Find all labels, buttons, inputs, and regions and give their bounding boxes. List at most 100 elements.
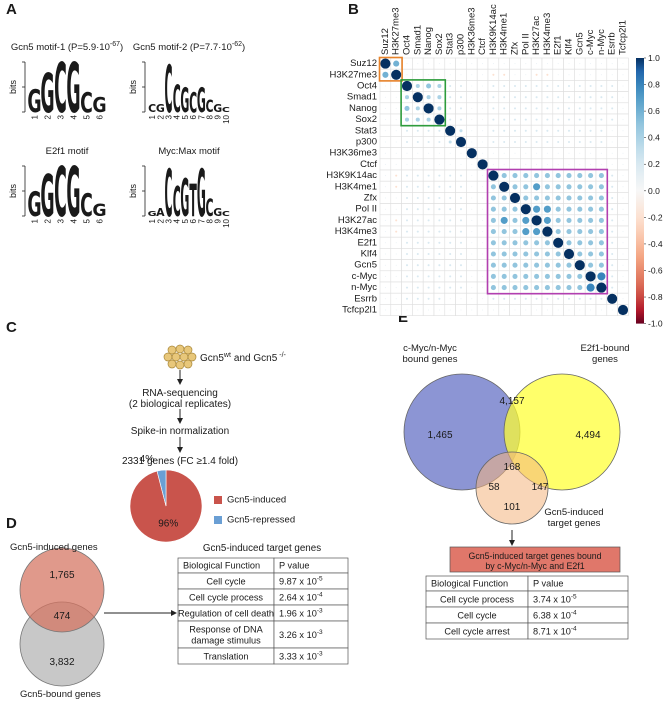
correlation-dot — [578, 96, 581, 99]
title-text: E2f1 motif — [46, 146, 89, 157]
correlation-dot — [577, 206, 583, 212]
correlation-dot — [395, 264, 397, 266]
correlation-dot — [477, 159, 488, 170]
correlation-dot — [588, 173, 594, 179]
correlation-dot — [567, 129, 571, 132]
correlation-dot — [482, 309, 484, 311]
colorbar-label: -0.2 — [648, 212, 663, 222]
correlation-dot — [384, 130, 386, 132]
column-label: H3K27ac — [531, 16, 542, 55]
correlation-dot — [611, 309, 613, 311]
correlation-dot — [546, 140, 549, 144]
correlation-dot — [449, 286, 452, 289]
p-exponent: -3 — [317, 651, 323, 658]
column-label: Ctcf — [477, 38, 488, 55]
correlation-dot — [577, 285, 583, 291]
correlation-dot — [512, 229, 518, 235]
correlation-dot — [503, 163, 505, 165]
logo-letter: G — [27, 84, 41, 120]
position-label: 6 — [189, 218, 198, 223]
correlation-dot — [509, 192, 521, 204]
correlation-dot — [384, 287, 386, 289]
correlation-dot — [534, 285, 540, 291]
logo-letter: C — [173, 179, 181, 227]
correlation-dot — [449, 96, 452, 99]
axis-label: bits — [128, 80, 138, 95]
venn-count: 168 — [504, 462, 521, 473]
correlation-dot — [405, 208, 409, 211]
correlation-dot — [622, 219, 624, 221]
column-label: H3K4me3 — [542, 13, 553, 55]
correlation-dot — [405, 230, 409, 233]
logo-letter: G — [197, 157, 206, 232]
correlation-dot — [460, 63, 462, 65]
correlation-dot — [427, 297, 430, 300]
correlation-dot — [567, 118, 571, 121]
correlation-dot — [622, 264, 624, 266]
correlation-dot — [579, 163, 581, 165]
table-cell — [273, 647, 349, 665]
position-label: 2 — [156, 114, 165, 119]
correlation-dot — [622, 275, 624, 277]
column-label: c-Myc — [585, 29, 596, 55]
correlation-dot — [611, 74, 613, 76]
correlation-dot — [535, 129, 538, 132]
correlation-dot — [546, 118, 549, 121]
correlation-dot — [622, 197, 624, 199]
correlation-dot — [579, 74, 581, 76]
correlation-dot — [395, 119, 397, 121]
correlation-dot — [520, 204, 531, 215]
correlation-dot — [535, 96, 538, 99]
p-mantissa: 2.64 x 10 — [279, 593, 317, 603]
correlation-dot — [598, 262, 604, 268]
logo-title: Gcn5 motif-1 (P=5.9·10-67) — [11, 41, 123, 53]
correlation-dot — [395, 174, 398, 177]
p-mantissa: 3.33 x 10 — [279, 652, 317, 662]
correlation-dot — [428, 309, 430, 311]
correlation-dot — [546, 63, 548, 65]
correlation-dot — [426, 117, 431, 122]
correlation-dot — [512, 273, 518, 279]
correlation-dot — [490, 251, 496, 257]
logo-letter: C — [80, 188, 93, 224]
correlation-dot — [492, 309, 494, 311]
correlation-dot — [482, 197, 484, 199]
correlation-dot — [566, 229, 572, 235]
correlation-dot — [557, 129, 560, 132]
correlation-dot — [600, 118, 603, 121]
correlation-dot — [567, 297, 571, 300]
correlation-dot — [535, 118, 538, 121]
row-label: Sox2 — [355, 114, 377, 125]
logo-letter: G — [180, 169, 189, 228]
venn-count: 4,494 — [575, 430, 600, 441]
correlation-dot — [459, 252, 463, 256]
correlation-dot — [384, 242, 386, 244]
correlation-dot — [395, 275, 397, 277]
correlation-dot — [531, 215, 542, 226]
row-label: n-Myc — [351, 282, 377, 293]
correlation-dot — [622, 63, 624, 65]
correlation-dot — [449, 208, 452, 211]
correlation-dot — [523, 195, 529, 201]
correlation-dot — [417, 152, 419, 154]
correlation-dot — [384, 141, 386, 143]
colorbar-label: -0.4 — [648, 239, 663, 249]
pie-slice — [156, 469, 167, 507]
correlation-dot — [384, 96, 386, 98]
venn-label: Gcn5-induced genes — [10, 542, 98, 553]
correlation-dot — [501, 206, 507, 212]
correlation-dot — [395, 141, 397, 143]
correlation-dot — [600, 74, 602, 76]
axis-label: bits — [128, 184, 138, 199]
colorbar — [636, 58, 644, 324]
venn-count: 1,765 — [49, 570, 74, 581]
correlation-dot — [544, 285, 550, 291]
correlation-dot — [417, 163, 419, 165]
column-label: n-Myc — [596, 29, 607, 55]
logo-letter: C — [173, 77, 181, 122]
panel-label: E — [398, 309, 408, 326]
correlation-dot — [501, 273, 507, 279]
row-label: Tcfcp2l1 — [342, 305, 377, 316]
correlation-dot — [577, 173, 583, 179]
